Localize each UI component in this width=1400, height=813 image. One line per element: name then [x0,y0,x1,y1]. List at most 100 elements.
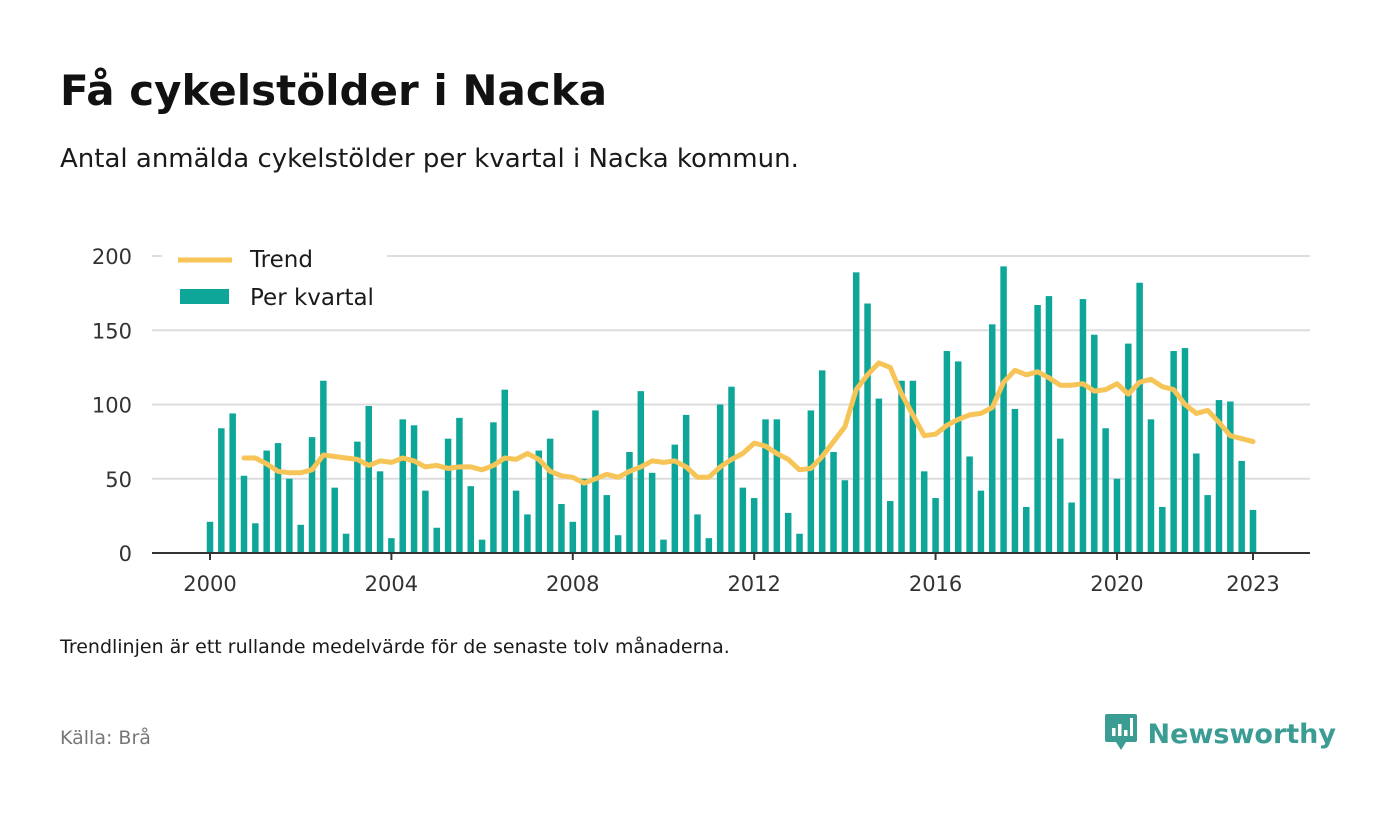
bar [342,533,350,553]
bar [694,514,701,553]
x-tick-label: 2023 [1226,572,1279,596]
bar [1227,401,1234,553]
bar [308,437,316,553]
source-label: Källa: Brå [60,727,151,749]
bar [478,539,486,553]
bar [762,419,769,553]
bar [240,475,248,553]
bar [818,370,826,553]
bar [716,404,724,553]
bar [388,538,395,553]
bar [875,398,883,553]
bar [807,410,815,553]
bar [365,405,372,553]
bar [422,490,429,553]
bar [229,413,236,553]
chart-subtitle: Antal anmälda cykelstölder per kvartal i… [60,144,799,174]
y-tick-label: 100 [92,394,132,418]
bar [841,480,849,553]
bar [739,487,747,553]
bar [977,490,985,553]
bar [456,417,463,553]
bar [1159,506,1166,553]
bar [1181,348,1189,553]
x-tick-label: 2016 [909,572,962,596]
bar [1125,343,1132,553]
bar [558,503,565,553]
bar [580,478,588,553]
trend-line [241,360,1256,486]
bar [1113,478,1121,553]
bar [943,351,951,553]
bar [660,539,667,553]
bar [467,486,474,553]
bar [796,533,803,553]
bar [354,441,361,553]
bar [1091,334,1098,553]
legend-label-per-kvartal: Per kvartal [250,285,374,311]
bar [376,471,384,553]
bar [784,512,792,553]
y-tick-label: 200 [92,245,132,269]
bar [546,438,554,553]
bar [320,380,327,553]
trend-note: Trendlinjen är ett rullande medelvärde f… [60,636,730,658]
bar [501,389,509,553]
bar [886,501,894,553]
bar [512,490,520,553]
bar [1238,460,1245,553]
bar [705,538,713,553]
bar [614,535,622,553]
bar [1079,299,1087,553]
bar [1204,495,1211,553]
bar [399,419,406,553]
bar [433,527,440,553]
bar [637,391,645,553]
bar [671,444,679,553]
bar [410,425,418,553]
bar [1193,453,1200,553]
bar [569,521,577,553]
bar [728,386,735,553]
bar [954,361,962,553]
legend-background [162,240,387,320]
bar [626,452,633,553]
bar [648,472,656,553]
bar [1170,351,1177,553]
x-tick-label: 2008 [546,572,599,596]
newsworthy-logo-icon [1104,712,1138,756]
bar [1057,438,1064,553]
bar [1034,305,1041,553]
bar [1000,266,1007,553]
y-tick-label: 0 [119,542,132,566]
y-tick-label: 150 [92,319,132,343]
bar [1147,419,1155,553]
bar [852,272,860,553]
bar [1011,408,1019,553]
y-tick-label: 50 [105,468,132,492]
bar [263,450,270,553]
x-tick-label: 2004 [365,572,418,596]
bar [535,450,543,553]
bar [966,456,973,553]
legend-label-trend: Trend [249,247,313,273]
x-tick-label: 2000 [183,572,236,596]
bar [286,478,293,553]
bar [989,324,996,553]
x-tick-label: 2012 [727,572,780,596]
bar [909,380,917,553]
bar [524,514,531,553]
bar [603,495,611,553]
bar [1045,296,1053,553]
bar [830,452,837,553]
legend-bar-swatch [180,289,229,304]
bar [898,380,905,553]
bar [274,443,282,553]
bar [1136,282,1143,553]
x-tick-label: 2020 [1090,572,1143,596]
chart-title: Få cykelstölder i Nacka [60,66,608,115]
bar [750,498,758,553]
newsworthy-brand[interactable]: Newsworthy [1104,712,1336,756]
bar [206,521,214,553]
